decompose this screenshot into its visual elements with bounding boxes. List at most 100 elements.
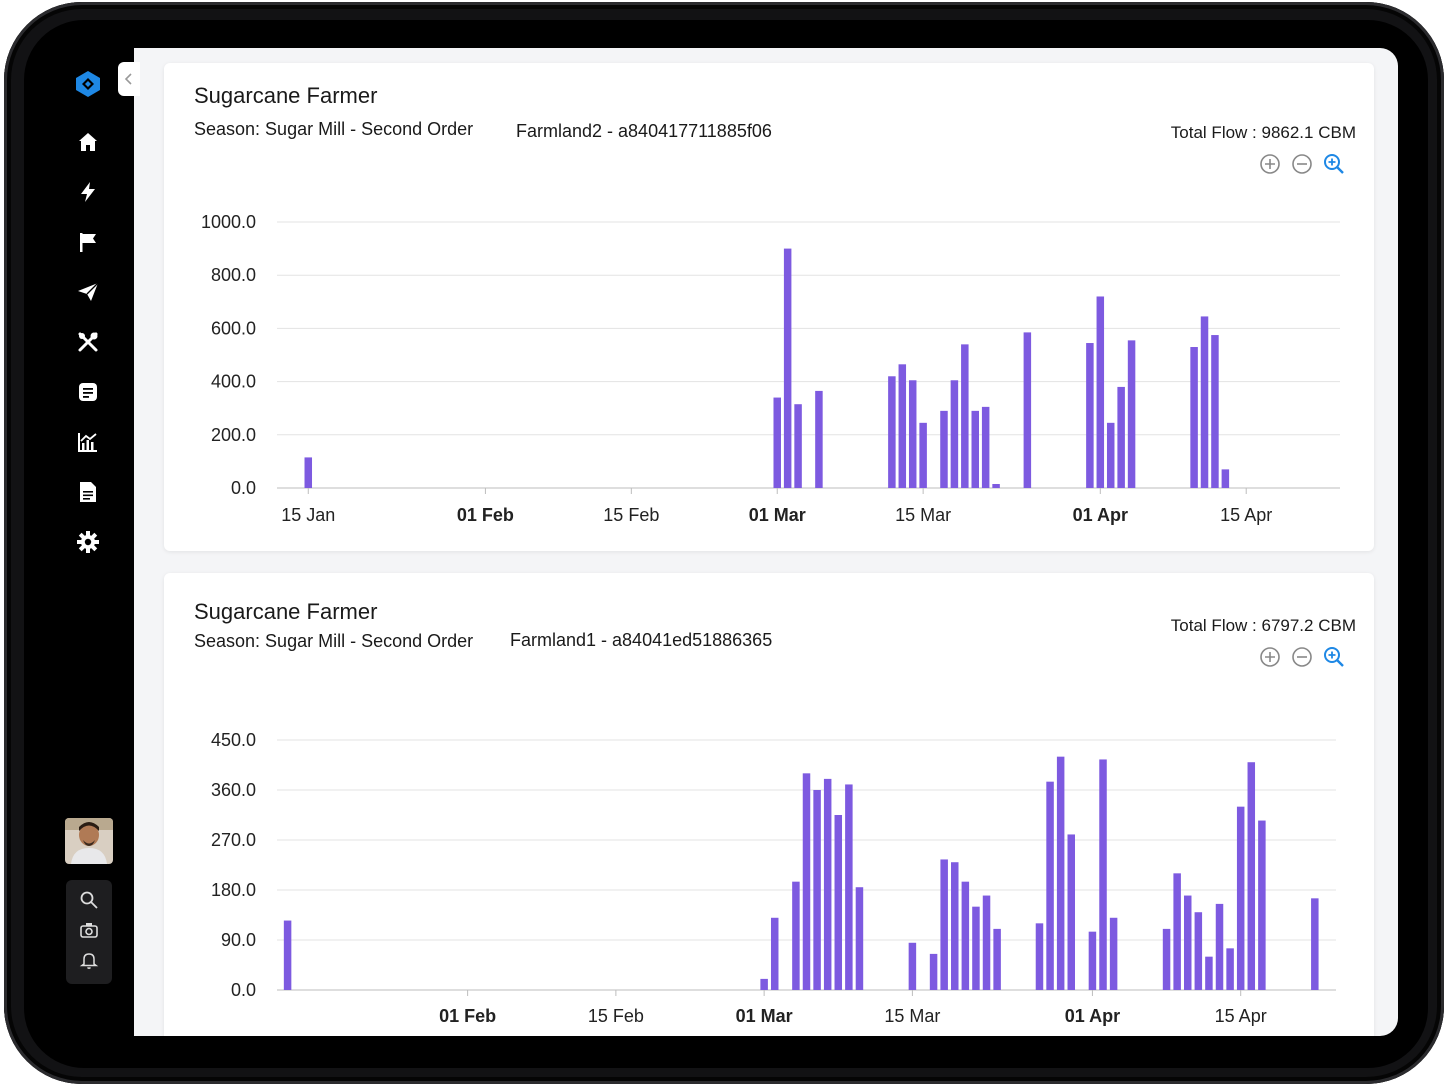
bar[interactable] xyxy=(1215,903,1224,990)
bar[interactable] xyxy=(773,397,781,488)
bar[interactable] xyxy=(1311,898,1319,990)
bar[interactable] xyxy=(1205,956,1213,990)
bar[interactable] xyxy=(1258,820,1266,990)
y-tick-label: 450.0 xyxy=(211,730,256,750)
selection-zoom-icon[interactable] xyxy=(1322,645,1346,669)
bar[interactable] xyxy=(982,895,991,990)
search-icon[interactable] xyxy=(77,888,101,912)
x-tick-label: 15 Jan xyxy=(281,505,335,525)
total-flow: Total Flow : 9862.1 CBM xyxy=(1170,123,1356,142)
flow-card-1: Sugarcane Farmer Season: Sugar Mill - Se… xyxy=(164,63,1374,551)
bar[interactable] xyxy=(845,784,853,990)
bar[interactable] xyxy=(792,881,800,990)
bar[interactable] xyxy=(1236,806,1245,990)
zoom-in-icon[interactable] xyxy=(1258,645,1282,669)
analytics-icon[interactable] xyxy=(74,428,102,456)
bar[interactable] xyxy=(992,484,1000,488)
x-tick-label: 01 Mar xyxy=(749,505,806,525)
camera-icon[interactable] xyxy=(77,918,101,942)
bar[interactable] xyxy=(1194,912,1203,990)
bar[interactable] xyxy=(981,406,990,488)
bar[interactable] xyxy=(1221,469,1230,488)
logo-icon[interactable] xyxy=(74,70,102,98)
y-tick-label: 0.0 xyxy=(231,980,256,1000)
report-icon[interactable] xyxy=(74,478,102,506)
bar[interactable] xyxy=(929,953,938,990)
bar[interactable] xyxy=(1247,762,1256,990)
bar[interactable] xyxy=(1088,931,1097,990)
notes-icon[interactable] xyxy=(74,378,102,406)
home-icon[interactable] xyxy=(74,128,102,156)
bar[interactable] xyxy=(971,410,979,488)
x-tick-label: 01 Feb xyxy=(457,505,514,525)
bar[interactable] xyxy=(961,881,970,990)
settings-icon[interactable] xyxy=(74,528,102,556)
x-tick-label: 01 Mar xyxy=(736,1006,793,1026)
bar[interactable] xyxy=(1067,834,1076,990)
bar[interactable] xyxy=(961,344,969,488)
bar[interactable] xyxy=(1211,335,1219,488)
bar[interactable] xyxy=(1173,873,1181,990)
x-tick-label: 15 Apr xyxy=(1220,505,1272,525)
bar[interactable] xyxy=(1109,917,1118,990)
bar[interactable] xyxy=(794,404,802,488)
y-tick-label: 0.0 xyxy=(231,478,256,498)
bar[interactable] xyxy=(950,380,959,488)
bar[interactable] xyxy=(783,248,792,488)
y-tick-label: 200.0 xyxy=(211,425,256,445)
zoom-in-icon[interactable] xyxy=(1258,152,1282,176)
bar[interactable] xyxy=(972,906,980,990)
bar[interactable] xyxy=(1127,340,1136,488)
bar[interactable] xyxy=(304,457,313,488)
bar[interactable] xyxy=(770,917,779,990)
bar[interactable] xyxy=(908,380,917,488)
bar[interactable] xyxy=(760,978,768,990)
bar[interactable] xyxy=(1183,895,1192,990)
x-tick-label: 15 Feb xyxy=(603,505,659,525)
bar[interactable] xyxy=(1035,923,1044,990)
bar[interactable] xyxy=(1190,347,1198,488)
sidebar-collapse-button[interactable] xyxy=(118,62,140,96)
send-icon[interactable] xyxy=(74,278,102,306)
season-label: Season: Sugar Mill - Second Order xyxy=(194,631,474,651)
user-avatar[interactable] xyxy=(65,818,113,864)
bar[interactable] xyxy=(1086,343,1094,488)
bar[interactable] xyxy=(1099,759,1107,990)
farmland-label: Farmland2 - a840417711885f06 xyxy=(516,121,772,141)
bar[interactable] xyxy=(1226,948,1234,990)
bar[interactable] xyxy=(823,778,832,990)
flow-card-2: Sugarcane Farmer Season: Sugar Mill - Se… xyxy=(164,573,1374,1036)
bar[interactable] xyxy=(1200,316,1209,488)
bar[interactable] xyxy=(908,942,917,990)
selection-zoom-icon[interactable] xyxy=(1322,152,1346,176)
lightning-icon[interactable] xyxy=(74,178,102,206)
zoom-out-icon[interactable] xyxy=(1290,152,1314,176)
chevron-left-icon xyxy=(124,73,132,85)
bar[interactable] xyxy=(1056,756,1065,990)
bar[interactable] xyxy=(940,859,948,990)
bar[interactable] xyxy=(993,928,1001,990)
bar[interactable] xyxy=(1162,928,1171,990)
bar[interactable] xyxy=(283,920,292,990)
bar[interactable] xyxy=(888,376,896,488)
bar[interactable] xyxy=(919,422,927,488)
bell-icon[interactable] xyxy=(77,948,101,972)
bar[interactable] xyxy=(813,790,821,990)
bar[interactable] xyxy=(1046,781,1054,990)
tools-icon[interactable] xyxy=(74,328,102,356)
bar[interactable] xyxy=(1117,386,1125,488)
main-content: Sugarcane Farmer Season: Sugar Mill - Se… xyxy=(134,48,1398,1036)
bar[interactable] xyxy=(802,773,811,990)
bar[interactable] xyxy=(940,410,948,488)
y-tick-label: 360.0 xyxy=(211,780,256,800)
bar[interactable] xyxy=(855,887,864,990)
zoom-out-icon[interactable] xyxy=(1290,645,1314,669)
bar[interactable] xyxy=(951,862,959,990)
bar[interactable] xyxy=(834,815,843,990)
bar[interactable] xyxy=(1096,296,1105,488)
flag-icon[interactable] xyxy=(74,228,102,256)
bar[interactable] xyxy=(898,364,907,488)
bar[interactable] xyxy=(1106,422,1115,488)
bar[interactable] xyxy=(1023,332,1032,488)
bar[interactable] xyxy=(815,390,823,488)
